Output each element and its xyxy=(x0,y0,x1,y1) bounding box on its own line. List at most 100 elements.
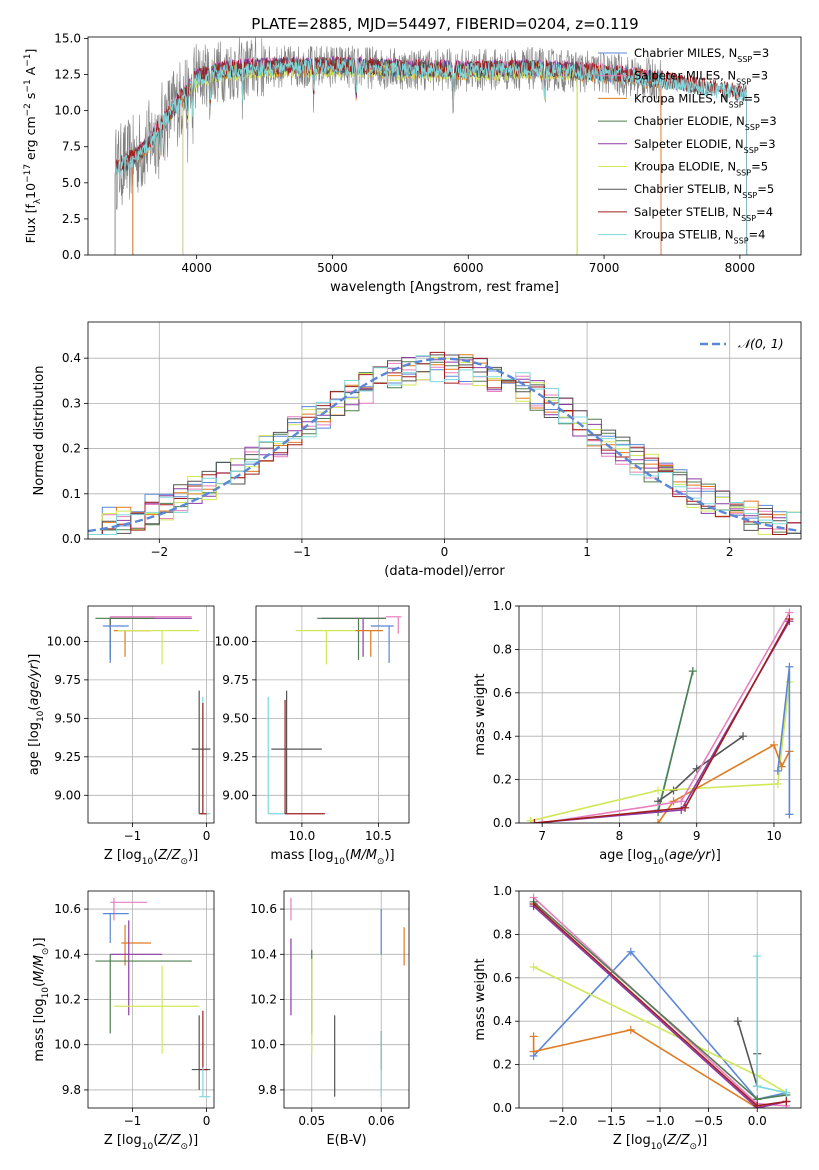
x-tick-label: 2 xyxy=(726,545,734,559)
y-tick-label: 10.0 xyxy=(250,1038,277,1052)
y-tick-label: 10.2 xyxy=(250,993,277,1007)
y-tick-label: 10.4 xyxy=(250,947,277,961)
y-tick-label: 7.5 xyxy=(62,140,81,154)
x-tick-label: 0 xyxy=(203,1114,211,1128)
y-tick-label: 0.1 xyxy=(62,487,81,501)
x-tick-label: 4000 xyxy=(181,261,212,275)
plot-area xyxy=(95,616,211,815)
y-axis-label: mass weight xyxy=(473,673,488,755)
y-tick-label: 10.2 xyxy=(54,993,81,1007)
mass-weight-vs-metallicity-panel: −2.0 −1.5 −1.0 −0.5 0.0 0.0 0.2 0.4 0.6 0.8 1.0 Z [… xyxy=(473,884,802,1152)
x-axis-label: (data-model)/error xyxy=(384,564,505,579)
age-vs-metallicity-panel: −1 0 9.00 9.25 9.50 9.75 10.00 Z [log10(Z/Z⊙)] a… xyxy=(27,605,215,867)
mass-weight-vs-age-panel: 7 8 9 10 0.0 0.2 0.4 0.6 0.8 1.0 age [log10(age/yr… xyxy=(473,599,802,867)
figure-title: PLATE=2885, MJD=54497, FIBERID=0204, z=0… xyxy=(251,15,638,33)
mass-weight-marker xyxy=(773,766,782,775)
y-tick-label: 10.0 xyxy=(54,104,81,118)
x-tick-label: 0.06 xyxy=(368,1114,395,1128)
mass-weight-marker xyxy=(677,797,686,806)
mass-weight-marker xyxy=(773,779,782,788)
y-axis-label: mass weight xyxy=(473,958,488,1040)
x-tick-label: 10.0 xyxy=(289,829,316,843)
y-tick-label: 9.75 xyxy=(54,673,81,687)
mass-weight-marker xyxy=(769,740,778,749)
legend-label: Kroupa ELODIE, NSSP=5 xyxy=(634,160,768,178)
x-tick-label: 7000 xyxy=(589,261,620,275)
x-tick-label: 7 xyxy=(538,829,546,843)
x-tick-label: 1 xyxy=(583,545,591,559)
age-vs-mass-panel: 10.0 10.5 9.00 9.25 9.50 9.75 10.00 mass [log10… xyxy=(215,605,410,867)
axes-frame xyxy=(87,605,215,824)
x-axis-label: wavelength [Angstrom, rest frame] xyxy=(330,280,559,295)
axes-frame xyxy=(518,605,802,824)
x-tick-label: −1 xyxy=(293,545,311,559)
plot-area xyxy=(114,37,748,255)
y-tick-label: 10.0 xyxy=(54,1038,81,1052)
mass-weight-marker xyxy=(529,1032,538,1041)
mass-weight-marker xyxy=(681,803,690,812)
mass-weight-marker xyxy=(654,786,663,795)
mass-weight-marker xyxy=(753,1101,762,1108)
mass-weight-line xyxy=(542,612,791,823)
y-tick-label: 2.5 xyxy=(62,212,81,226)
mass-weight-marker xyxy=(753,952,762,961)
histogram-step xyxy=(88,355,801,539)
y-tick-label: 0.3 xyxy=(62,396,81,410)
x-tick-label: −1.5 xyxy=(597,1114,626,1128)
x-tick-label: 5000 xyxy=(317,261,348,275)
y-tick-label: 0.2 xyxy=(62,442,81,456)
plot-area xyxy=(290,897,405,1097)
mass-weight-marker xyxy=(785,615,794,624)
model-spectrum-line xyxy=(114,58,748,255)
plot-area xyxy=(529,893,791,1108)
axes-frame xyxy=(87,36,802,256)
y-tick-label: 1.0 xyxy=(493,599,512,613)
y-tick-label: 10.6 xyxy=(250,902,277,916)
y-tick-label: 0.0 xyxy=(493,816,512,830)
y-tick-label: 9.50 xyxy=(54,711,81,725)
x-tick-label: −1 xyxy=(124,829,142,843)
x-tick-label: −2 xyxy=(150,545,168,559)
mass-weight-line xyxy=(657,670,694,813)
mass-weight-marker xyxy=(626,947,635,956)
x-tick-label: −1.0 xyxy=(645,1114,674,1128)
x-tick-label: 10 xyxy=(766,829,781,843)
mass-weight-marker xyxy=(626,1025,635,1034)
mass-weight-marker xyxy=(654,819,663,823)
y-tick-label: 0.0 xyxy=(62,248,81,262)
mass-weight-marker xyxy=(733,1017,742,1026)
x-tick-label: 8 xyxy=(616,829,624,843)
residual-histogram-panel: −2 −1 0 1 2 0.0 0.1 0.2 0.3 0.4 (data-model)/error… xyxy=(32,321,802,579)
mass-weight-marker xyxy=(654,797,663,806)
axes-frame xyxy=(518,890,802,1109)
legend-label: Salpeter MILES, NSSP=3 xyxy=(634,69,768,87)
x-tick-label: 9 xyxy=(693,829,701,843)
y-axis-label: mass [log10(M/M⊙)] xyxy=(32,937,51,1061)
mass-weight-marker xyxy=(782,1088,791,1097)
legend-label: 𝒩(0, 1) xyxy=(738,336,784,351)
mass-weight-marker xyxy=(782,1097,791,1106)
legend-label: Kroupa MILES, NSSP=5 xyxy=(634,91,760,109)
y-tick-label: 9.25 xyxy=(222,750,249,764)
y-tick-label: 10.00 xyxy=(47,634,81,648)
normal-curve xyxy=(88,357,801,533)
y-tick-label: 0.0 xyxy=(62,532,81,546)
x-tick-label: 8000 xyxy=(725,261,756,275)
mass-vs-ebv-panel: 0.05 0.06 9.8 10.0 10.2 10.4 10.6 E(B-V) xyxy=(250,890,410,1148)
y-tick-label: 9.8 xyxy=(258,1083,277,1097)
mass-weight-marker xyxy=(785,810,794,819)
y-tick-label: 10.00 xyxy=(215,634,249,648)
legend-label: Chabrier MILES, NSSP=3 xyxy=(634,46,769,64)
mass-weight-marker xyxy=(739,732,748,741)
y-tick-label: 9.75 xyxy=(222,673,249,687)
y-tick-label: 9.50 xyxy=(222,711,249,725)
x-tick-label: −1 xyxy=(124,1114,142,1128)
x-axis-label: Z [log10(Z/Z⊙)] xyxy=(613,1133,707,1152)
y-tick-label: 0.6 xyxy=(493,686,512,700)
axes-frame xyxy=(87,321,802,540)
mass-weight-marker xyxy=(785,662,794,671)
y-tick-label: 9.8 xyxy=(62,1083,81,1097)
spectrum-panel: 4000 5000 6000 7000 8000 0.0 2.5 5.0 7.5 10.0 12.5… xyxy=(23,31,802,295)
mass-weight-line xyxy=(777,666,791,815)
